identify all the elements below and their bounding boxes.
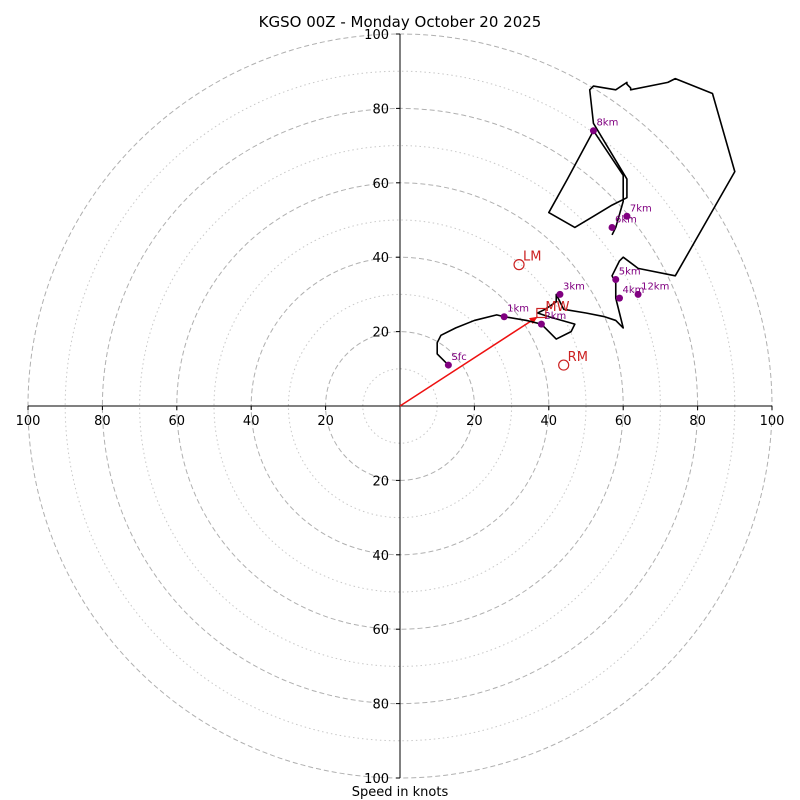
y-tick-label-top-40: 40 [372,251,389,266]
storm-motion-label-rm: RM [568,350,588,365]
x-tick-label-left-100: 100 [16,414,41,429]
storm-motion-marker-lm [513,259,525,271]
y-tick-label-bottom-100: 100 [364,772,389,787]
y-tick-label-top-20: 20 [372,326,389,341]
height-label-6km: 6km [615,214,637,225]
height-label-4km: 4km [622,285,644,296]
height-label-7km: 7km [630,203,652,214]
y-tick-label-bottom-20: 20 [372,474,389,489]
height-marker-8km [589,127,597,135]
x-axis-label: Speed in knots [352,785,449,800]
y-tick-label-bottom-80: 80 [372,698,389,713]
x-tick-label-left-60: 60 [169,414,186,429]
height-marker-3km [556,290,564,298]
hodograph-traces [399,77,736,407]
y-tick-label-bottom-60: 60 [372,623,389,638]
x-tick-label-right-80: 80 [689,414,706,429]
hodograph-line [436,77,736,366]
x-tick-label-right-40: 40 [541,414,558,429]
height-label-5km: 5km [619,267,641,278]
height-label-2km: 2km [544,311,566,322]
height-marker-2km [537,320,545,328]
tick-marks [27,33,773,779]
x-tick-label-left-80: 80 [94,414,111,429]
storm-motion-marker-rm [558,359,570,371]
height-marker-5km [612,276,620,284]
mean-wind-label: MW [545,300,569,315]
x-tick-label-right-60: 60 [615,414,632,429]
x-tick-label-left-20: 20 [317,414,334,429]
x-tick-label-right-100: 100 [760,414,785,429]
height-marker-sfc [444,361,452,369]
storm-motion-label-lm: LM [523,250,541,265]
mean-wind-marker [536,307,547,319]
height-marker-4km [615,294,623,302]
storm-motion-markers: LM RM MW [513,250,588,371]
chart-title: KGSO 00Z - Monday October 20 2025 [259,13,542,31]
y-tick-label-top-60: 60 [372,177,389,192]
y-tick-label-top-100: 100 [364,28,389,43]
height-marker-12km [634,290,642,298]
storm-motion-vector [399,316,539,407]
x-tick-label-left-40: 40 [243,414,260,429]
x-tick-label-right-20: 20 [466,414,483,429]
height-marker-7km [623,212,631,220]
tick-labels: 20 20 20 20 40 40 40 40 60 60 60 60 80 80 80 80 100 100 10… [16,28,785,787]
y-tick-label-bottom-40: 40 [372,549,389,564]
height-label-12km: 12km [641,281,669,292]
storm-motion-arrowhead [529,316,538,325]
y-tick-label-top-80: 80 [372,102,389,117]
height-label-3km: 3km [563,281,585,292]
height-marker-6km [608,223,616,231]
height-label-1km: 1km [507,304,529,315]
height-label-8km: 8km [596,118,618,129]
height-label-sfc: Sfc [451,352,466,363]
height-marker-1km [500,313,508,321]
